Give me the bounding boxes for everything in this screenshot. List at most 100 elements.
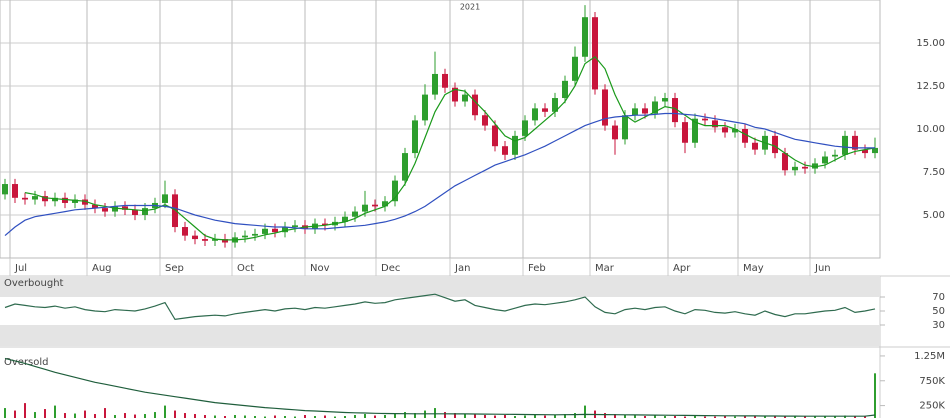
candle-body xyxy=(412,120,418,154)
y-tick-label: 50 xyxy=(932,306,945,317)
candle-body xyxy=(202,239,208,241)
y-tick-label: 1.25M xyxy=(914,351,945,362)
moving-average xyxy=(4,112,875,237)
candle-body xyxy=(642,108,648,114)
volume-bar xyxy=(44,409,46,418)
volume-bar xyxy=(264,416,266,418)
candle-body xyxy=(92,204,98,209)
zone xyxy=(0,276,880,297)
volume-bar xyxy=(34,412,36,418)
y-tick-label: 10.00 xyxy=(916,124,945,135)
candle-body xyxy=(132,209,138,215)
volume-bar xyxy=(774,415,776,418)
volume-bar xyxy=(514,416,516,418)
x-tick-label: Jan xyxy=(454,263,470,274)
y-tick-label: 7.50 xyxy=(923,167,945,178)
volume-bar xyxy=(644,416,646,418)
candle-body xyxy=(852,135,858,150)
volume-bar xyxy=(234,415,236,418)
candle-body xyxy=(142,208,148,215)
candle-body xyxy=(482,115,488,126)
volume-bar xyxy=(84,410,86,418)
x-tick-label: May xyxy=(743,263,764,274)
candle-body xyxy=(602,89,608,126)
volume-bar xyxy=(404,412,406,418)
candle-body xyxy=(162,194,168,203)
volume-bar xyxy=(74,413,76,418)
candle-body xyxy=(842,135,848,155)
candle-body xyxy=(582,17,588,57)
candle-body xyxy=(372,204,378,207)
volume-bar xyxy=(524,415,526,418)
candle-body xyxy=(102,208,108,212)
volume-bar xyxy=(604,413,606,418)
volume-bar xyxy=(664,416,666,418)
candle-body xyxy=(512,135,518,155)
candle-body xyxy=(572,56,578,81)
candle-body xyxy=(612,125,618,140)
candle-body xyxy=(652,101,658,114)
volume-bar xyxy=(414,413,416,418)
x-tick-label: Sep xyxy=(165,263,184,274)
volume-bar xyxy=(14,410,16,418)
x-tick-label: Oct xyxy=(237,263,254,274)
candle-body xyxy=(352,211,358,217)
volume-bar xyxy=(124,413,126,418)
volume-bar xyxy=(134,414,136,418)
x-tick-label: Apr xyxy=(673,263,691,274)
volume-bar xyxy=(694,416,696,418)
volume-bar xyxy=(864,416,866,418)
volume-bar xyxy=(144,414,146,418)
year-label: 2021 xyxy=(460,3,480,12)
candle-body xyxy=(782,153,788,171)
volume-bar xyxy=(624,415,626,418)
volume-bar xyxy=(444,412,446,418)
volume-bar xyxy=(754,416,756,418)
volume-bar xyxy=(114,415,116,418)
volume-bar xyxy=(584,405,586,418)
volume-bar xyxy=(654,415,656,418)
volume-average xyxy=(4,357,876,417)
candle-body xyxy=(672,98,678,123)
candle-body xyxy=(112,206,118,212)
volume-bar xyxy=(784,416,786,418)
x-tick-label: Aug xyxy=(92,263,112,274)
volume-bar xyxy=(334,416,336,418)
x-tick-label: Dec xyxy=(381,263,400,274)
volume-bar xyxy=(384,415,386,418)
candle-body xyxy=(452,87,458,102)
volume-bar xyxy=(374,415,376,418)
volume-bar xyxy=(154,412,156,418)
candle-body xyxy=(242,235,248,238)
candle-body xyxy=(592,17,598,90)
volume-bar xyxy=(464,414,466,418)
candle-body xyxy=(472,94,478,116)
y-tick-label: 30 xyxy=(932,320,945,331)
candle-body xyxy=(832,154,838,157)
volume-bar xyxy=(804,416,806,418)
x-tick-label: Jul xyxy=(14,263,27,274)
zone-label: Overbought xyxy=(4,278,64,289)
candle-body xyxy=(522,120,528,136)
candle-body xyxy=(222,239,228,243)
candle-body xyxy=(72,199,78,203)
volume-bar xyxy=(224,416,226,418)
volume-bar xyxy=(764,416,766,418)
candle-body xyxy=(262,228,268,234)
candle-body xyxy=(442,73,448,88)
volume-bar xyxy=(744,416,746,418)
candle-body xyxy=(82,199,88,205)
volume-bar xyxy=(24,403,26,418)
y-tick-label: 15.00 xyxy=(916,38,945,49)
volume-bar xyxy=(94,414,96,418)
volume-bar xyxy=(434,408,436,418)
zone xyxy=(0,325,880,346)
volume-bar xyxy=(874,373,876,418)
candle-body xyxy=(702,118,708,121)
volume-bar xyxy=(504,415,506,418)
volume-bar xyxy=(344,416,346,418)
moving-average xyxy=(24,55,876,241)
candle-body xyxy=(632,108,638,116)
candle-body xyxy=(732,129,738,133)
